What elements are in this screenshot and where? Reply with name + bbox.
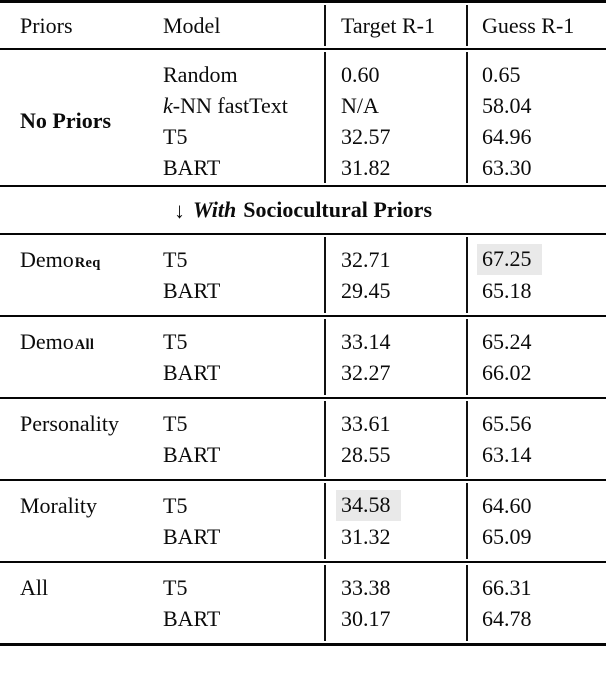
- model-text: -NN fastText: [172, 92, 288, 118]
- section-morality: Morality T5 34.58 64.60 BART 31.32 65.09: [0, 481, 606, 561]
- guess-cell: 0.65: [482, 61, 521, 87]
- model-cell: BART: [163, 277, 221, 303]
- target-cell: 33.38: [341, 574, 391, 600]
- section-rule: [0, 185, 606, 187]
- section-demo-req: Demo Req T5 32.71 67.25 BART 29.45 65.18: [0, 235, 606, 315]
- header-rule: [0, 48, 606, 50]
- prior-label-all: All: [20, 574, 49, 600]
- model-cell: BART: [163, 441, 221, 467]
- guess-cell: 64.78: [482, 605, 532, 631]
- column-header-model: Model: [163, 12, 221, 38]
- column-header-guess-r1: Guess R-1: [482, 12, 575, 38]
- model-cell: T5: [163, 328, 188, 354]
- column-divider: [466, 52, 468, 183]
- prior-label-demo-req: Demo Req: [0, 244, 143, 275]
- section-rule: [0, 479, 606, 481]
- section-rule: [0, 397, 606, 399]
- target-cell: N/A: [341, 92, 379, 118]
- bottom-rule: [0, 643, 606, 646]
- target-cell: 32.57: [341, 123, 391, 149]
- model-cell: T5: [163, 492, 188, 518]
- column-divider: [466, 319, 468, 395]
- guess-cell: 64.60: [482, 492, 532, 518]
- model-cell: k -NN fastText: [143, 90, 325, 121]
- guess-cell: 65.09: [482, 523, 532, 549]
- section-rule: [0, 315, 606, 317]
- top-rule: [0, 0, 606, 3]
- section-personality: Personality T5 33.61 65.56 BART 28.55 63…: [0, 399, 606, 479]
- column-divider: [324, 237, 326, 313]
- column-divider: [324, 52, 326, 183]
- down-arrow-icon: ↓: [173, 198, 185, 223]
- model-cell: BART: [163, 359, 221, 385]
- column-divider: [466, 237, 468, 313]
- column-divider: [466, 483, 468, 559]
- guess-cell: 66.31: [482, 574, 532, 600]
- column-divider: [324, 483, 326, 559]
- prior-label-demo-all: Demo All: [0, 326, 143, 357]
- highlighted-value: 34.58: [336, 490, 401, 521]
- column-header-target-r1: Target R-1: [341, 12, 435, 38]
- prior-label-no-priors: No Priors: [20, 108, 112, 133]
- model-cell: T5: [163, 410, 188, 436]
- guess-cell: 63.30: [482, 154, 532, 180]
- model-cell: BART: [163, 605, 221, 631]
- model-cell: T5: [163, 123, 188, 149]
- target-cell: 31.32: [341, 523, 391, 549]
- model-cell: BART: [163, 523, 221, 549]
- guess-cell: 65.18: [482, 277, 532, 303]
- prior-subscript: All: [74, 337, 95, 353]
- guess-cell: 64.96: [482, 123, 532, 149]
- column-divider: [466, 401, 468, 477]
- guess-cell: 65.56: [482, 410, 532, 436]
- guess-cell: 65.24: [482, 328, 532, 354]
- prior-text: Demo: [20, 246, 74, 272]
- target-cell: 0.60: [341, 61, 380, 87]
- table-header-row: Priors Model Target R-1 Guess R-1: [0, 3, 606, 48]
- column-divider: [324, 5, 326, 46]
- guess-cell: 66.02: [482, 359, 532, 385]
- target-cell: 31.82: [341, 154, 391, 180]
- model-cell: Random: [163, 61, 238, 87]
- target-cell: 30.17: [341, 605, 391, 631]
- results-table: Priors Model Target R-1 Guess R-1 No Pri…: [0, 0, 606, 646]
- column-divider: [324, 565, 326, 641]
- model-italic-prefix: k: [163, 92, 173, 118]
- target-cell: 33.61: [341, 410, 391, 436]
- column-divider: [324, 401, 326, 477]
- target-cell: 34.58: [325, 490, 467, 521]
- guess-cell: 63.14: [482, 441, 532, 467]
- column-divider: [466, 5, 468, 46]
- section-rule: [0, 233, 606, 235]
- model-cell: BART: [163, 154, 221, 180]
- column-header-priors: Priors: [20, 12, 73, 38]
- prior-text: Demo: [20, 328, 74, 354]
- guess-cell: 67.25: [467, 244, 606, 275]
- guess-cell: 58.04: [482, 92, 532, 118]
- section-all: All T5 33.38 66.31 BART 30.17 64.78: [0, 563, 606, 643]
- target-cell: 28.55: [341, 441, 391, 467]
- target-cell: 33.14: [341, 328, 391, 354]
- model-cell: T5: [163, 574, 188, 600]
- column-divider: [324, 319, 326, 395]
- highlighted-value: 67.25: [477, 244, 542, 275]
- prior-label-morality: Morality: [20, 492, 97, 518]
- prior-label-personality: Personality: [20, 410, 119, 436]
- section-demo-all: Demo All T5 33.14 65.24 BART 32.27 66.02: [0, 317, 606, 397]
- subheader-text: Sociocultural Priors: [243, 197, 433, 222]
- column-divider: [466, 565, 468, 641]
- target-cell: 32.71: [341, 246, 391, 272]
- model-cell: T5: [163, 246, 188, 272]
- target-cell: 32.27: [341, 359, 391, 385]
- section-no-priors: No Priors Random 0.60 0.65 k -NN fastText…: [0, 50, 606, 185]
- section-rule: [0, 561, 606, 563]
- subheader-emphasis: With: [192, 197, 237, 222]
- target-cell: 29.45: [341, 277, 391, 303]
- prior-subscript: Req: [74, 255, 101, 271]
- subheader-with-sociocultural-priors: ↓ With Sociocultural Priors: [0, 187, 606, 233]
